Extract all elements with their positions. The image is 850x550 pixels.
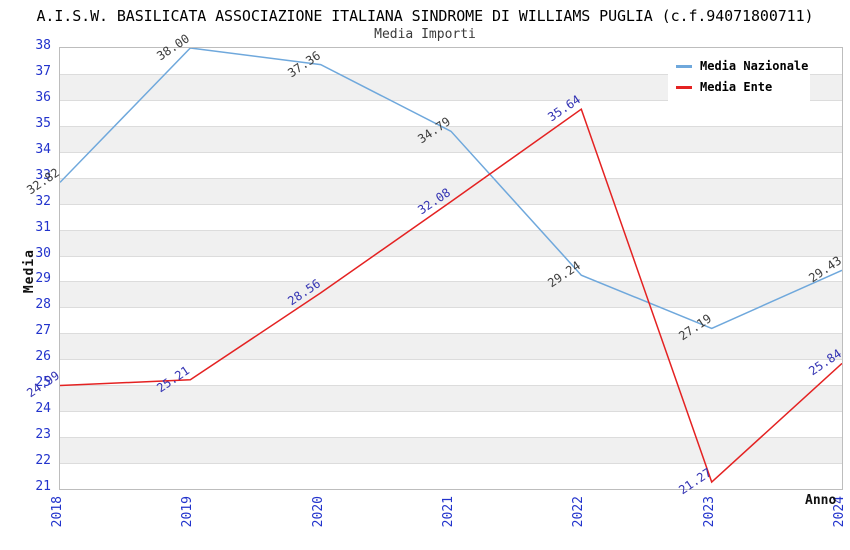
gridline	[60, 125, 842, 127]
y-tick-label: 35	[35, 115, 51, 131]
data-label: 24.99	[24, 368, 62, 401]
legend: Media Nazionale Media Ente	[668, 48, 810, 105]
x-tick-label: 2020	[310, 496, 326, 528]
gridline	[60, 151, 842, 153]
y-tick-label: 29	[35, 271, 51, 287]
gridline	[60, 281, 842, 283]
gridline	[60, 463, 842, 465]
gridline	[60, 255, 842, 257]
legend-item-media-ente: Media Ente	[676, 80, 810, 94]
background-band	[60, 125, 842, 152]
background-band	[60, 177, 842, 204]
gridline	[60, 411, 842, 413]
background-band	[60, 333, 842, 360]
gridline	[60, 333, 842, 335]
y-tick-label: 26	[35, 349, 51, 365]
background-band	[60, 229, 842, 256]
gridline	[60, 203, 842, 205]
y-tick-label: 33	[35, 167, 51, 183]
legend-swatch-media-ente-icon	[676, 85, 692, 89]
chart-subtitle: Media Importi	[374, 27, 476, 42]
legend-item-media-nazionale: Media Nazionale	[676, 59, 810, 73]
y-tick-label: 24	[35, 401, 51, 417]
y-tick-label: 31	[35, 219, 51, 235]
y-tick-label: 36	[35, 89, 51, 105]
y-tick-label: 34	[35, 141, 51, 157]
plot-area	[59, 47, 843, 490]
y-tick-label: 23	[35, 427, 51, 443]
gridline	[60, 229, 842, 231]
x-tick-label: 2023	[701, 496, 717, 528]
y-tick-label: 37	[35, 63, 51, 79]
legend-swatch-media-nazionale-icon	[676, 64, 692, 68]
x-tick-label: 2018	[50, 496, 65, 528]
x-tick-label: 2019	[180, 496, 196, 528]
x-tick-label: 2021	[441, 496, 456, 528]
background-band	[60, 385, 842, 412]
series-line-media-ente	[60, 108, 842, 484]
gridline	[60, 177, 842, 179]
x-axis-title: Anno	[805, 493, 837, 508]
series-line-media-nazionale	[60, 48, 842, 330]
gridline	[60, 307, 842, 309]
y-tick-label: 25	[35, 375, 51, 391]
y-tick-label: 27	[35, 323, 51, 339]
background-band	[60, 437, 842, 464]
gridline	[60, 99, 842, 101]
legend-label-media-nazionale: Media Nazionale	[700, 59, 809, 73]
gridline	[60, 385, 842, 387]
line-series-svg	[60, 48, 842, 484]
x-tick-label: 2022	[571, 496, 587, 528]
y-tick-label: 28	[35, 297, 51, 313]
background-band	[60, 281, 842, 308]
y-tick-label: 30	[35, 245, 51, 261]
y-tick-label: 38	[35, 38, 51, 53]
y-tick-label: 21	[35, 479, 51, 494]
gridline	[60, 73, 842, 75]
chart-title: A.I.S.W. BASILICATA ASSOCIAZIONE ITALIAN…	[36, 7, 814, 25]
gridline	[60, 437, 842, 439]
legend-label-media-ente: Media Ente	[700, 80, 773, 94]
gridline	[60, 359, 842, 361]
y-tick-label: 22	[35, 453, 51, 469]
y-tick-label: 32	[35, 193, 51, 209]
